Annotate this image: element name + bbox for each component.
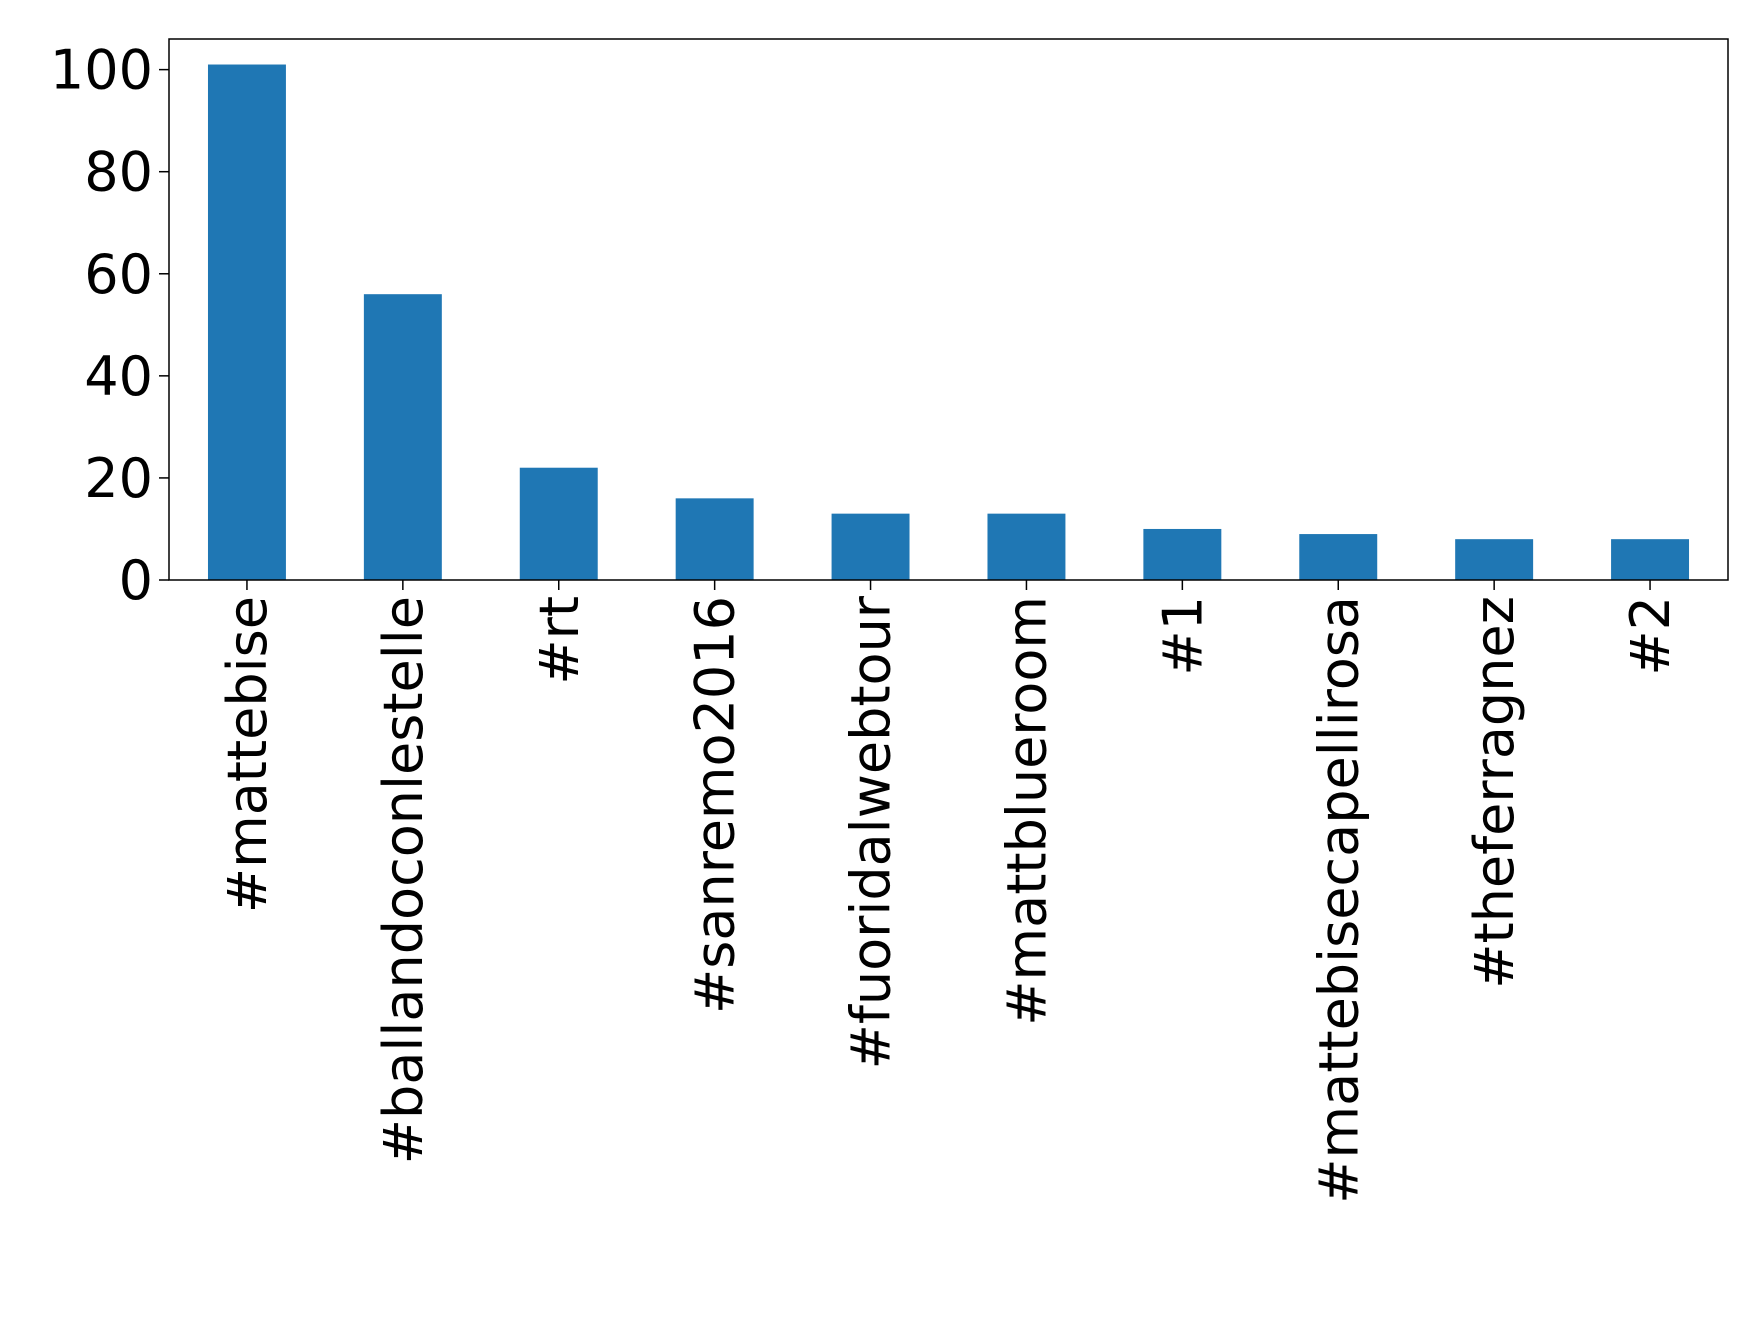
bar (207, 64, 286, 581)
x-tick-label: #fuoridalwebtour (840, 595, 903, 1069)
y-tick-label: 80 (84, 141, 153, 204)
bar (987, 513, 1066, 580)
y-tick-label: 40 (84, 345, 153, 408)
x-tick-label: #mattebise (216, 596, 279, 913)
bar (1299, 534, 1378, 580)
x-tick-label: #theferragnez (1463, 596, 1526, 989)
y-tick-label: 60 (84, 243, 153, 306)
x-tick-label: #mattebisecapellirosa (1307, 596, 1370, 1204)
x-tick-label: #sanremo2016 (684, 596, 747, 1014)
bar (1611, 539, 1690, 580)
y-tick-label: 20 (84, 447, 153, 510)
bar (1143, 528, 1222, 580)
bar (831, 513, 910, 580)
plot-frame (168, 38, 1729, 581)
y-tick-label: 0 (119, 549, 153, 612)
bar (519, 467, 598, 580)
x-tick-label: #ballandoconlestelle (372, 596, 435, 1164)
x-tick-label: #rt (528, 596, 591, 685)
x-tick-label: #mattblueroom (995, 596, 1058, 1026)
bar (1455, 539, 1534, 580)
bar (675, 498, 754, 580)
y-tick-label: 100 (50, 39, 153, 102)
x-tick-label: #2 (1619, 596, 1682, 676)
x-tick-label: #1 (1151, 596, 1214, 676)
bar (363, 294, 442, 580)
